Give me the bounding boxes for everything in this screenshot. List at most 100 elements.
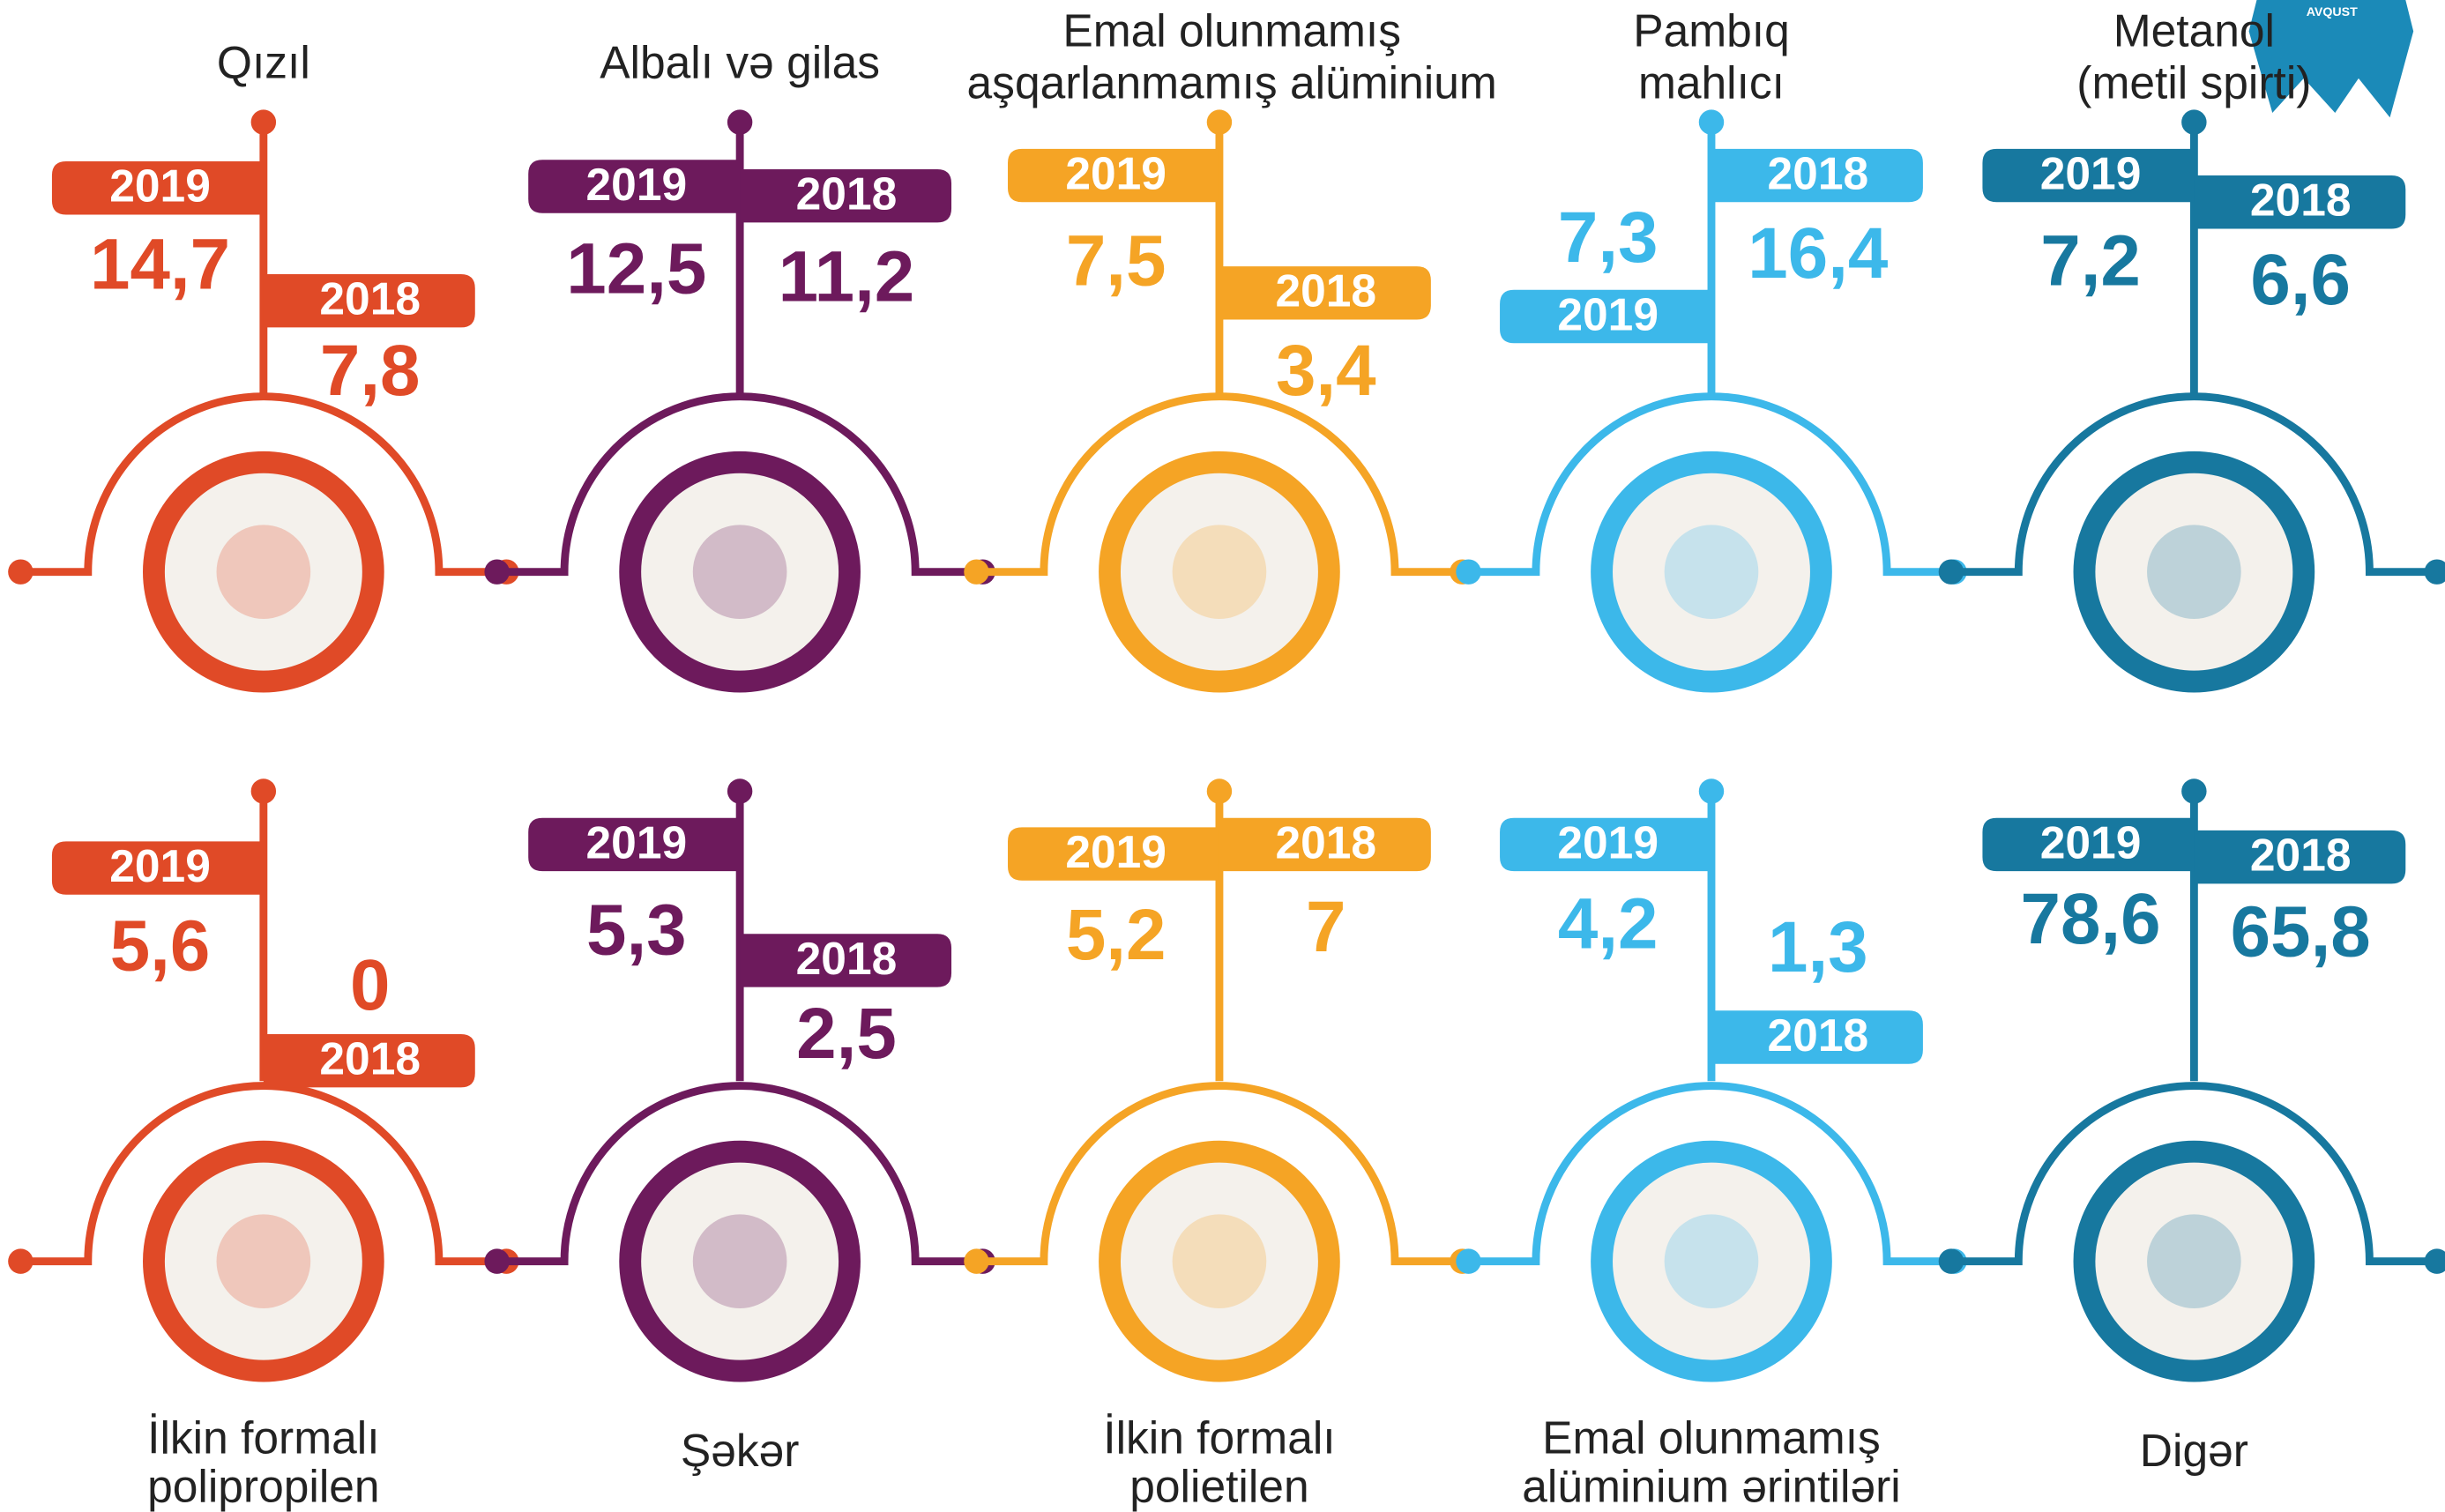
icon (1665, 525, 1759, 619)
product-label: Qızıl (217, 36, 310, 87)
year-label: 2018 (319, 1033, 421, 1084)
product-card: 2019 5,3 2018 2,5 Şəkər (484, 778, 995, 1476)
value: 65,8 (2231, 891, 2371, 972)
stem-dot (251, 778, 276, 803)
stem-dot (1699, 778, 1724, 803)
stem-dot (1207, 109, 1232, 134)
badge-text: AVQUST (2307, 5, 2358, 19)
value: 7,3 (1558, 197, 1659, 278)
value: 12,5 (566, 229, 706, 309)
value: 0 (350, 945, 390, 1025)
product-card: 2019 14,7 2018 7,8 Qızıl (8, 36, 518, 682)
stem-dot (2181, 109, 2206, 134)
value: 5,3 (586, 890, 687, 971)
icon (693, 525, 787, 619)
year-label: 2019 (1065, 147, 1167, 198)
icon (693, 1214, 787, 1308)
year-label: 2019 (1557, 816, 1659, 868)
product-card: 2019 7,2 2018 6,6 Metanol(metil spirti) (1939, 5, 2445, 682)
stem-dot (727, 778, 752, 803)
product-label: mahlıcı (1638, 56, 1785, 108)
value: 6,6 (2250, 240, 2351, 320)
product-label: İlkin formalı (147, 1412, 379, 1464)
arc-dot (1456, 559, 1480, 584)
value: 3,4 (1276, 331, 1376, 411)
product-label: Emal olunmamış (1062, 5, 1401, 56)
year-label: 2018 (1768, 1009, 1869, 1061)
product-card: 2019 12,5 2018 11,2 Albalı və gilas (484, 36, 995, 682)
product-label: (metil spirti) (2076, 56, 2311, 108)
arc-dot (2425, 1248, 2445, 1273)
year-label: 2019 (2040, 147, 2142, 198)
icon (2147, 525, 2241, 619)
stem-dot (251, 109, 276, 134)
product-label: Albalı və gilas (600, 36, 880, 87)
arc-dot (8, 1248, 33, 1273)
value: 5,2 (1066, 895, 1167, 975)
product-label: Metanol (2113, 5, 2275, 56)
value: 1,3 (1768, 907, 1868, 987)
value: 11,2 (779, 236, 915, 317)
product-card: 2019 7,5 2018 3,4 Emal olunmamışaşqarlanmamı… (964, 5, 1497, 682)
arc-dot (2425, 559, 2445, 584)
product-card: 2019 5,6 2018 0 İlkin formalıpolipropilen (8, 778, 518, 1511)
infographic: AVQUST 2019 14,7 2018 7,8 Qızıl 2019 12,5 2018 1… (0, 0, 2445, 1512)
year-label: 2018 (1275, 265, 1376, 317)
stem-dot (1207, 778, 1232, 803)
icon (1173, 1214, 1267, 1308)
icon (2147, 1214, 2241, 1308)
product-label: alüminium ərintiləri (1522, 1461, 1900, 1512)
arc-dot (484, 559, 509, 584)
icon (217, 525, 311, 619)
arc-dot (964, 1248, 988, 1273)
value: 5,6 (110, 905, 211, 986)
icon (1173, 525, 1267, 619)
arc-dot (964, 559, 988, 584)
icon (217, 1214, 311, 1308)
arc-dot (1939, 1248, 1964, 1273)
icon (1665, 1214, 1759, 1308)
year-label: 2018 (319, 273, 421, 324)
product-label: Emal olunmamış (1542, 1412, 1881, 1464)
product-label: İlkin formalı (1103, 1412, 1335, 1464)
arc-dot (484, 1248, 509, 1273)
page: AVQUST 2019 14,7 2018 7,8 Qızıl 2019 12,5 2018 1… (0, 0, 2445, 1512)
year-label: 2019 (1557, 288, 1659, 339)
year-label: 2018 (796, 168, 898, 220)
year-label: 2019 (109, 160, 211, 212)
year-label: 2019 (2040, 816, 2142, 868)
stem-dot (2181, 778, 2206, 803)
value: 16,4 (1748, 213, 1889, 294)
arc-dot (1456, 1248, 1480, 1273)
arc-dot (1939, 559, 1964, 584)
product-label: Digər (2140, 1425, 2248, 1476)
value: 14,7 (90, 224, 230, 304)
product-label: aşqarlanmamış alüminium (967, 56, 1497, 108)
product-card: 2019 78,6 2018 65,8 Digər (1939, 778, 2445, 1476)
value: 7,2 (2040, 221, 2141, 302)
stem-dot (1699, 109, 1724, 134)
year-label: 2018 (2250, 830, 2352, 881)
product-label: Pambıq (1633, 5, 1790, 56)
value: 7 (1306, 887, 1345, 967)
product-label: polipropilen (147, 1461, 380, 1512)
year-label: 2018 (1768, 147, 1869, 198)
year-label: 2018 (1275, 816, 1376, 868)
year-label: 2018 (2250, 175, 2352, 226)
year-label: 2019 (586, 159, 688, 210)
value: 4,2 (1558, 883, 1659, 964)
product-label: polietilen (1129, 1461, 1308, 1512)
value: 7,8 (320, 331, 421, 411)
value: 7,5 (1066, 221, 1167, 302)
value: 78,6 (2021, 879, 2161, 959)
product-label: Şəkər (681, 1425, 800, 1476)
stem-dot (727, 109, 752, 134)
arc-dot (8, 559, 33, 584)
value: 2,5 (796, 994, 897, 1074)
year-label: 2018 (796, 933, 898, 984)
year-label: 2019 (109, 840, 211, 891)
year-label: 2019 (586, 816, 688, 868)
